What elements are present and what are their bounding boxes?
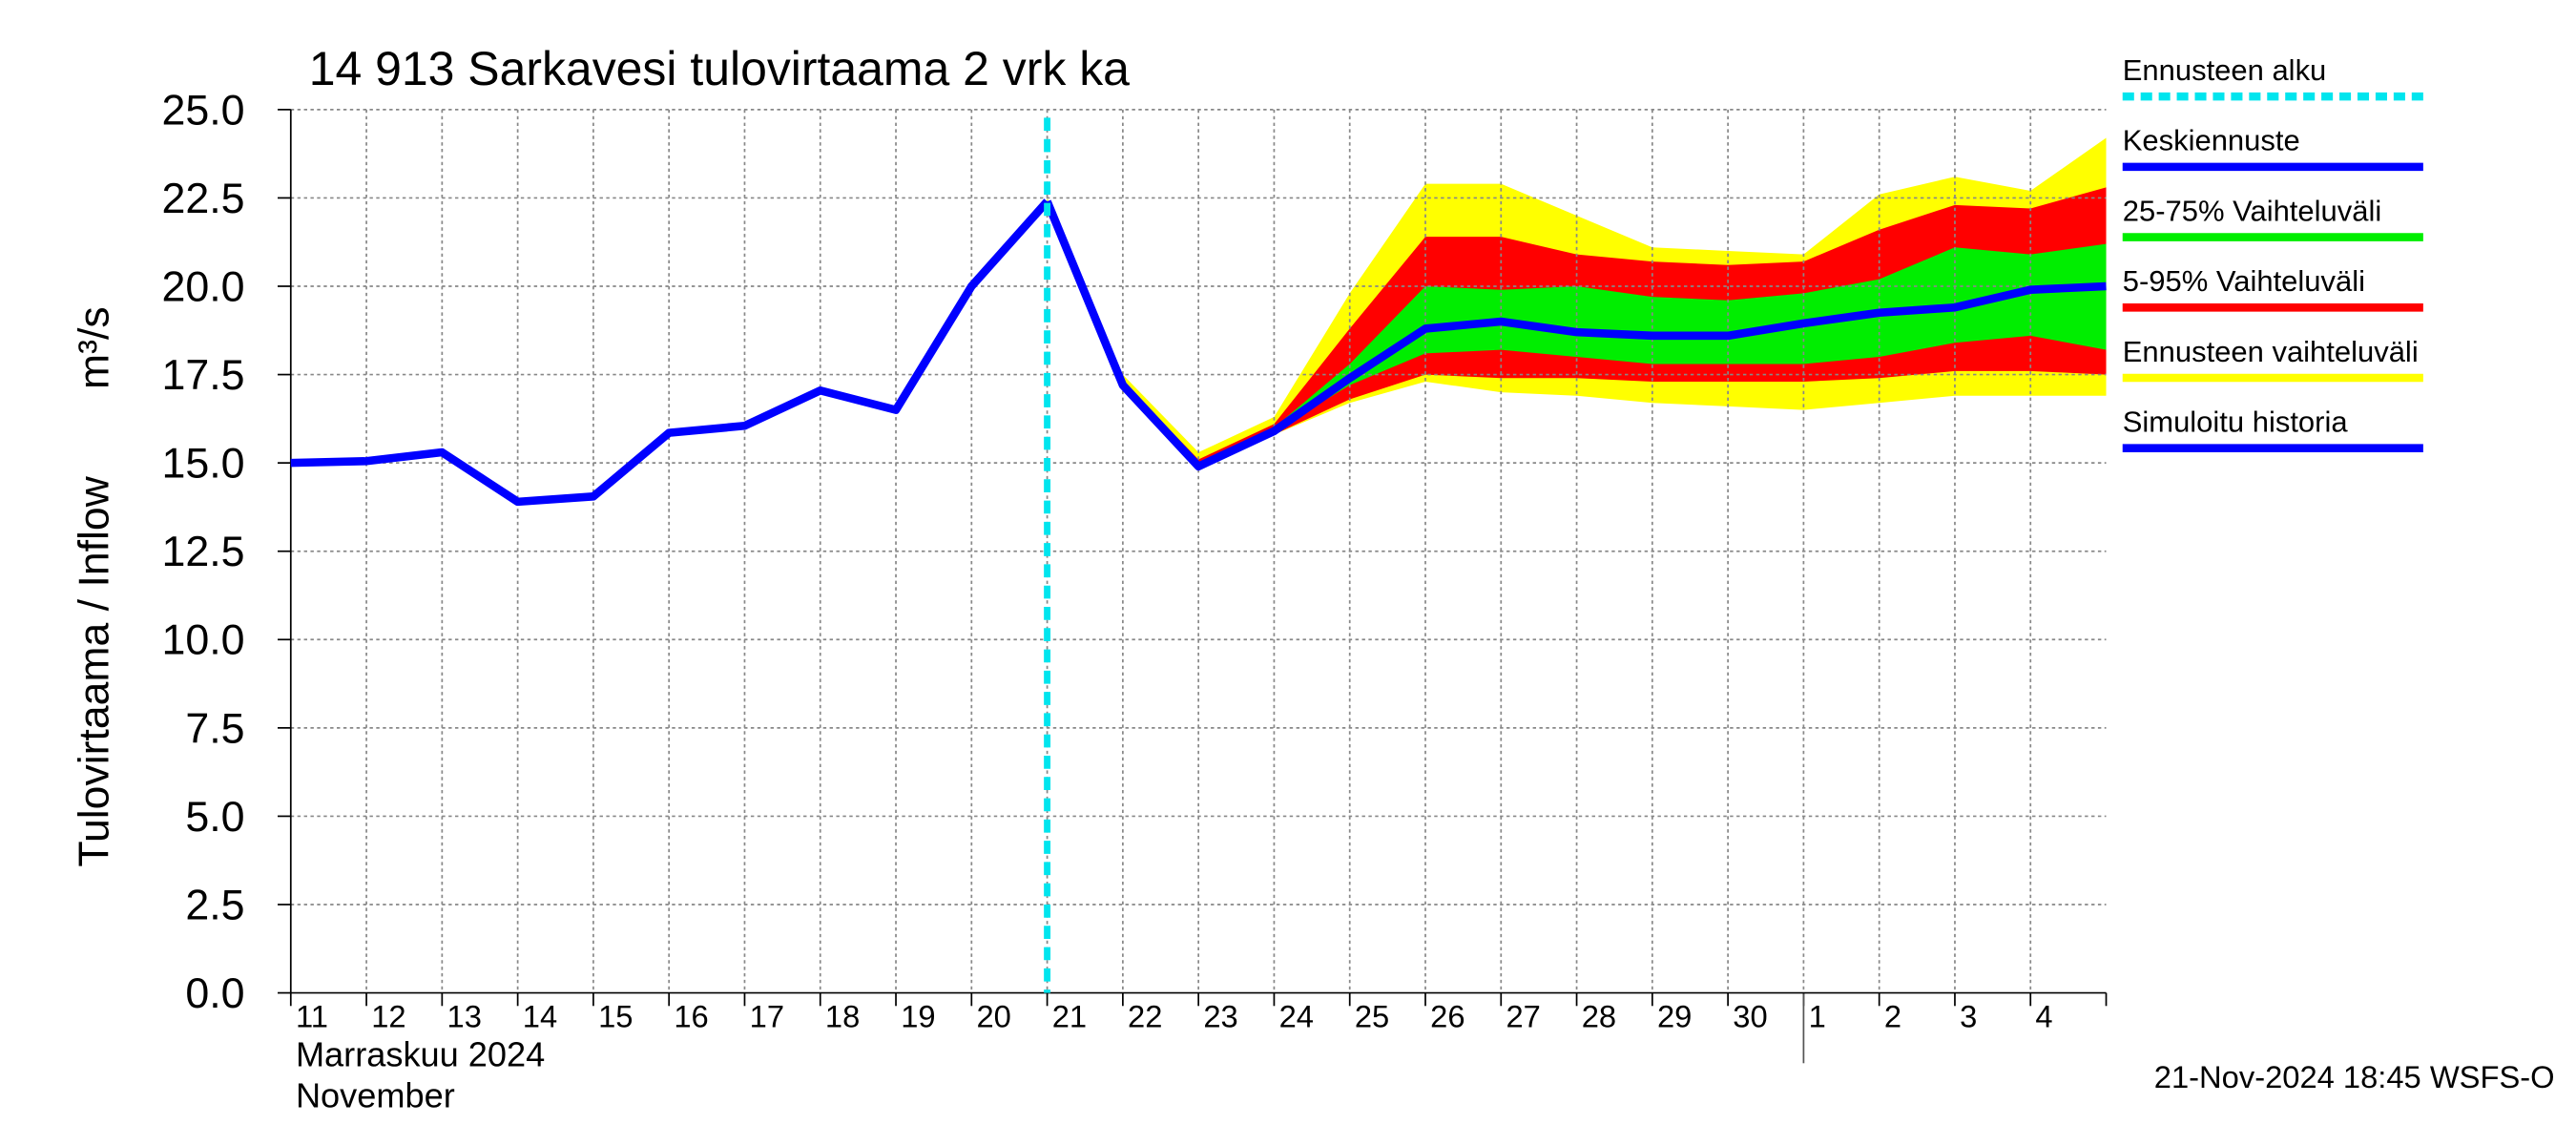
- x-tick-label: 1: [1809, 999, 1826, 1034]
- x-tick-label: 23: [1203, 999, 1237, 1034]
- y-tick-label: 2.5: [185, 883, 244, 929]
- x-tick-label: 22: [1128, 999, 1162, 1034]
- x-tick-label: 27: [1506, 999, 1540, 1034]
- y-tick-label: 12.5: [161, 529, 244, 575]
- x-tick-label: 13: [447, 999, 482, 1034]
- y-axis-label: Tulovirtaama / Inflow: [72, 475, 118, 866]
- x-tick-label: 25: [1355, 999, 1389, 1034]
- x-tick-label: 12: [371, 999, 405, 1034]
- y-tick-label: 15.0: [161, 441, 244, 488]
- y-tick-label: 20.0: [161, 264, 244, 311]
- y-tick-label: 0.0: [185, 970, 244, 1017]
- x-tick-label: 2: [1884, 999, 1901, 1034]
- y-tick-label: 5.0: [185, 794, 244, 841]
- y-tick-label: 7.5: [185, 705, 244, 752]
- x-tick-label: 17: [750, 999, 784, 1034]
- x-tick-label: 18: [825, 999, 860, 1034]
- y-axis-unit: m³/s: [72, 306, 118, 389]
- y-tick-label: 25.0: [161, 87, 244, 134]
- chart-title: 14 913 Sarkavesi tulovirtaama 2 vrk ka: [309, 42, 1130, 95]
- legend-label: Simuloitu historia: [2123, 406, 2349, 439]
- y-tick-label: 22.5: [161, 176, 244, 222]
- legend-label: 5-95% Vaihteluväli: [2123, 264, 2365, 298]
- x-tick-label: 26: [1430, 999, 1465, 1034]
- x-tick-label: 14: [523, 999, 557, 1034]
- y-tick-label: 17.5: [161, 352, 244, 399]
- legend-label: Ennusteen vaihteluväli: [2123, 335, 2419, 368]
- x-tick-label: 15: [598, 999, 633, 1034]
- legend-label: 25-75% Vaihteluväli: [2123, 194, 2381, 227]
- x-tick-label: 19: [901, 999, 935, 1034]
- x-tick-label: 30: [1733, 999, 1767, 1034]
- x-tick-label: 28: [1582, 999, 1616, 1034]
- x-tick-label: 24: [1279, 999, 1314, 1034]
- x-tick-label: 20: [976, 999, 1010, 1034]
- timestamp: 21-Nov-2024 18:45 WSFS-O: [2154, 1059, 2555, 1094]
- x-tick-label: 3: [1960, 999, 1977, 1034]
- x-axis-label: Marraskuu 2024: [296, 1035, 545, 1074]
- legend-label: Keskiennuste: [2123, 124, 2300, 157]
- x-tick-label: 29: [1657, 999, 1692, 1034]
- line: [290, 198, 1050, 507]
- x-tick-label: 4: [2035, 999, 2052, 1034]
- x-axis-label: November: [296, 1076, 455, 1115]
- x-tick-label: 21: [1052, 999, 1087, 1034]
- x-tick-label: 11: [296, 999, 328, 1034]
- x-tick-label: 16: [674, 999, 708, 1034]
- legend-label: Ennusteen alku: [2123, 53, 2327, 87]
- line: [1043, 199, 2107, 471]
- y-tick-label: 10.0: [161, 617, 244, 664]
